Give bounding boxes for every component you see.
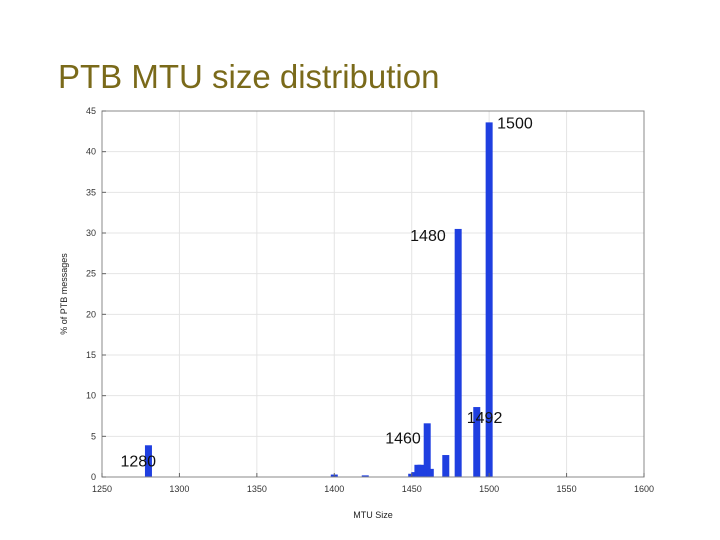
annotation-label: 1480 <box>410 228 446 245</box>
x-tick-label: 1600 <box>634 484 654 494</box>
y-tick-label: 20 <box>86 309 96 319</box>
bar <box>473 407 481 477</box>
y-tick-label: 30 <box>86 228 96 238</box>
x-tick-label: 1450 <box>402 484 422 494</box>
bar <box>417 464 425 477</box>
x-tick-label: 1400 <box>324 484 344 494</box>
grid-lines <box>101 110 645 478</box>
y-tick-label: 45 <box>86 106 96 116</box>
annotations: 1500 1480 1492 1460 1280 <box>120 115 532 470</box>
y-tick-label: 15 <box>86 350 96 360</box>
y-tick-label: 0 <box>91 472 96 482</box>
y-axis-ticks: 0 5 10 15 20 25 30 35 40 45 <box>86 106 106 482</box>
x-tick-label: 1250 <box>92 484 112 494</box>
bars <box>144 122 493 478</box>
x-tick-label: 1300 <box>169 484 189 494</box>
y-tick-label: 35 <box>86 187 96 197</box>
x-axis-label: MTU Size <box>353 510 393 520</box>
annotation-label: 1280 <box>120 453 156 470</box>
bar <box>361 475 369 477</box>
bar <box>485 122 493 478</box>
y-tick-label: 25 <box>86 269 96 279</box>
x-tick-label: 1550 <box>557 484 577 494</box>
bar <box>426 468 434 477</box>
plot-frame <box>101 110 645 478</box>
bar <box>423 423 431 477</box>
annotation-label: 1500 <box>497 115 533 132</box>
annotation-label: 1460 <box>385 430 421 447</box>
y-tick-label: 10 <box>86 391 96 401</box>
y-axis-label: % of PTB messages <box>59 253 69 335</box>
bar <box>144 445 152 477</box>
y-tick-label: 5 <box>91 431 96 441</box>
slide-title: PTB MTU size distribution <box>58 58 440 95</box>
y-tick-label: 40 <box>86 147 96 157</box>
annotation-label: 1492 <box>467 410 503 427</box>
bar <box>442 455 450 477</box>
x-tick-label: 1350 <box>247 484 267 494</box>
x-tick-label: 1500 <box>479 484 499 494</box>
bar <box>454 228 462 477</box>
x-axis-ticks: 1250 1300 1350 1400 1450 1500 1550 1600 <box>92 473 654 494</box>
